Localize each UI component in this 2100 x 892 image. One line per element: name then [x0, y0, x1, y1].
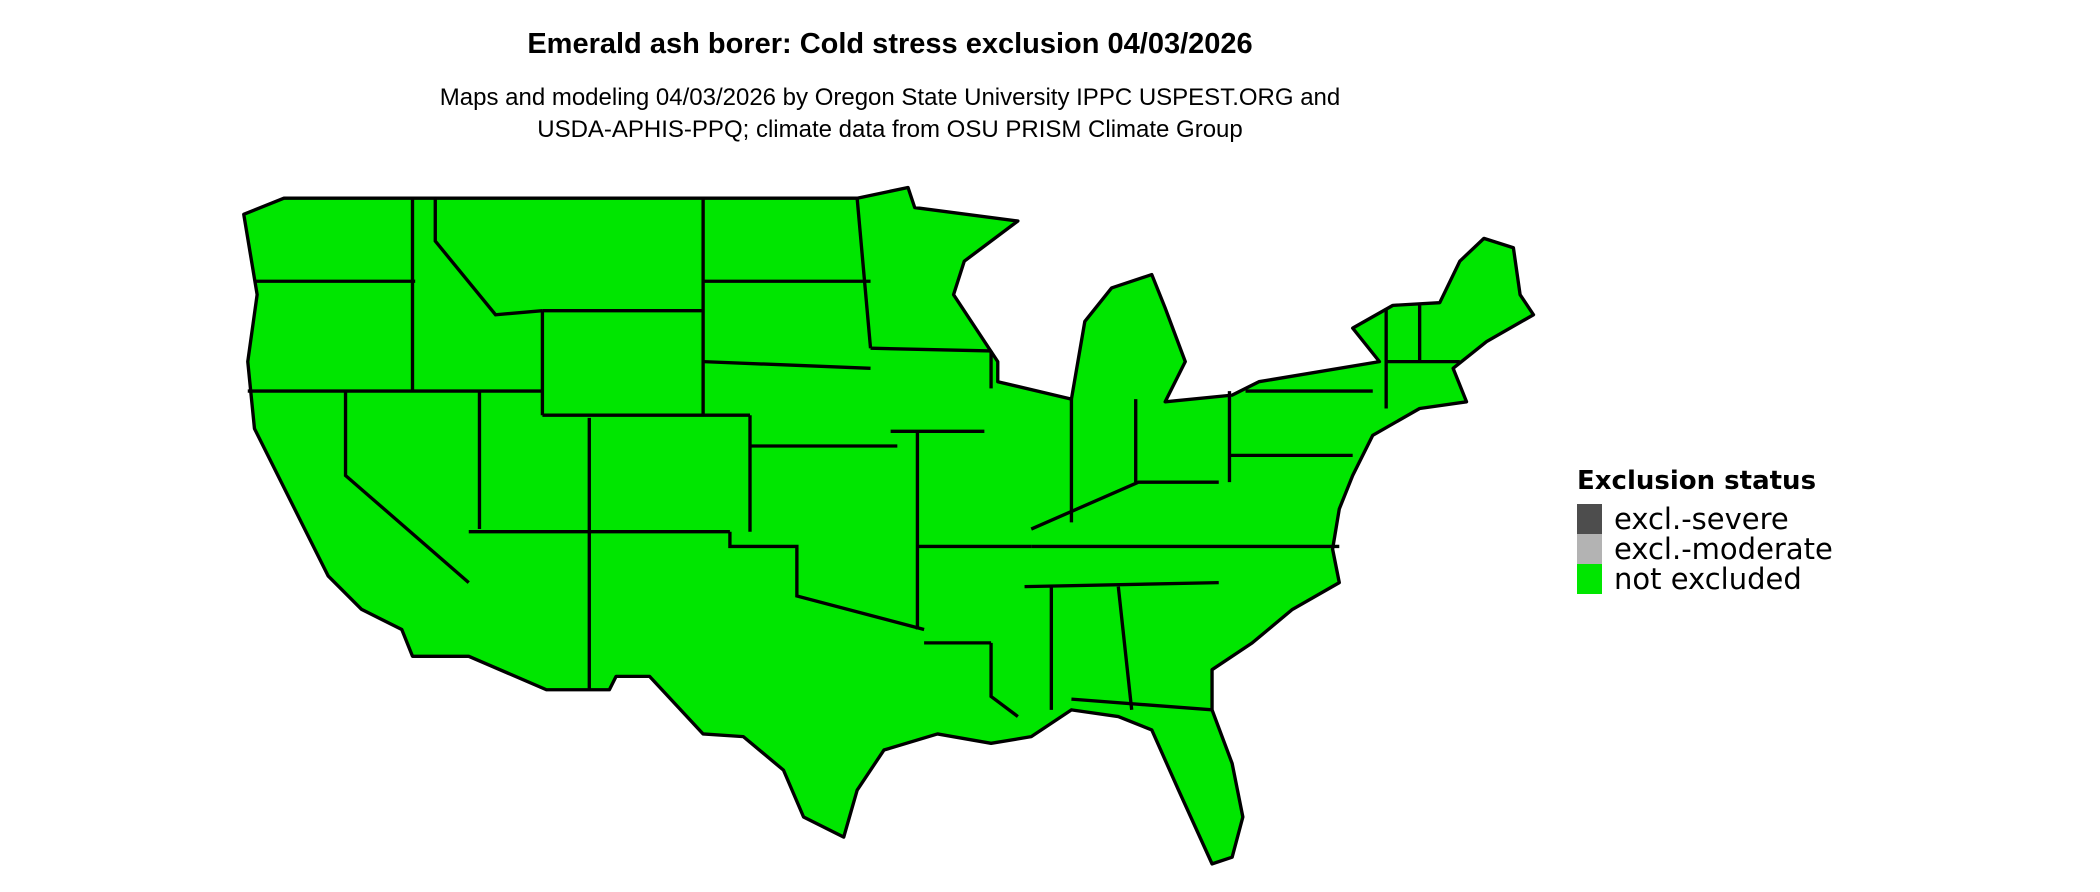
legend-swatch	[1577, 534, 1602, 564]
map-title: Emerald ash borer: Cold stress exclusion…	[527, 28, 1253, 60]
legend-swatch	[1577, 564, 1602, 594]
legend-item-not-excluded: not excluded	[1577, 562, 1833, 596]
state-border	[855, 198, 873, 349]
state-border	[1024, 580, 1219, 589]
legend-label: not excluded	[1614, 562, 1802, 596]
legend-label: excl.-severe	[1614, 502, 1789, 536]
state-borders	[247, 198, 1460, 718]
legend-item-severe: excl.-severe	[1577, 502, 1833, 536]
state-border	[343, 391, 470, 584]
state-border	[1071, 697, 1213, 712]
map-subtitle-line-1: Maps and modeling 04/03/2026 by Oregon S…	[439, 84, 1341, 111]
us-outline	[242, 185, 1536, 866]
state-border	[989, 642, 1019, 718]
state-border	[870, 346, 992, 353]
legend-item-moderate: excl.-moderate	[1577, 532, 1833, 566]
map-subtitle-line-2: USDA-APHIS-PPQ; climate data from OSU PR…	[537, 116, 1243, 143]
legend: Exclusion status excl.-severe excl.-mode…	[1577, 466, 1833, 596]
state-border	[1030, 480, 1219, 531]
state-border	[728, 531, 925, 632]
state-border	[1116, 586, 1134, 711]
state-border	[433, 198, 543, 317]
legend-swatch	[1577, 504, 1602, 534]
legend-label: excl.-moderate	[1614, 532, 1833, 566]
state-border	[703, 359, 871, 370]
legend-title: Exclusion status	[1577, 466, 1817, 496]
